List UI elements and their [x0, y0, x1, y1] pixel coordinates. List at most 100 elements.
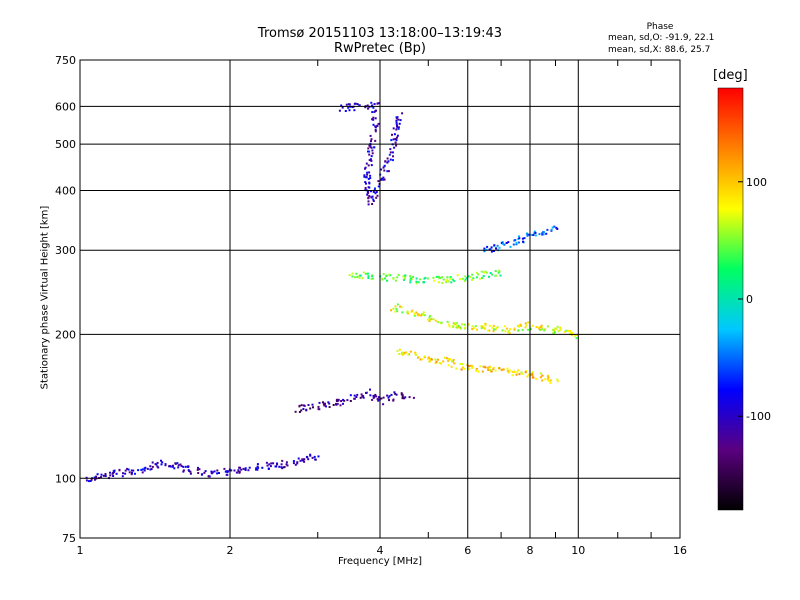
data-point: [280, 463, 283, 466]
data-point: [430, 318, 433, 321]
data-point: [343, 399, 346, 402]
data-point: [172, 464, 174, 467]
data-point: [367, 200, 370, 203]
data-point: [464, 275, 467, 278]
data-point: [372, 200, 375, 202]
data-point: [539, 376, 542, 379]
data-point: [387, 160, 390, 163]
data-point: [386, 279, 389, 282]
data-points: [85, 101, 578, 483]
data-point: [382, 403, 385, 406]
data-point: [385, 275, 388, 278]
data-point: [368, 150, 371, 153]
data-point: [407, 353, 410, 356]
data-point: [496, 244, 499, 247]
data-point: [342, 402, 344, 405]
data-point: [367, 203, 370, 206]
data-point: [407, 312, 410, 315]
data-point: [455, 324, 458, 327]
data-point: [255, 468, 257, 471]
data-point: [484, 366, 487, 369]
data-point: [567, 330, 570, 333]
data-point: [548, 380, 550, 382]
data-point: [128, 471, 131, 474]
data-point: [484, 270, 487, 273]
data-point: [504, 330, 507, 333]
data-point: [376, 194, 379, 197]
data-point: [298, 404, 301, 407]
data-point: [371, 152, 374, 155]
data-point: [428, 319, 431, 322]
data-point: [302, 458, 305, 461]
data-point: [216, 472, 219, 475]
data-point: [531, 374, 534, 377]
data-point: [422, 311, 425, 314]
data-point: [370, 196, 373, 199]
data-point: [442, 360, 445, 363]
data-point: [534, 234, 537, 237]
data-point: [361, 395, 364, 398]
data-point: [317, 455, 320, 458]
data-point: [325, 405, 327, 408]
data-point: [323, 404, 326, 407]
data-point: [374, 139, 377, 142]
data-point: [449, 358, 452, 361]
data-point: [544, 378, 547, 381]
data-point: [151, 465, 154, 468]
data-point: [518, 324, 520, 327]
data-point: [398, 348, 401, 351]
data-point: [377, 185, 380, 188]
data-point: [374, 192, 377, 195]
data-point: [532, 234, 535, 236]
data-point: [367, 147, 370, 150]
data-point: [311, 456, 314, 459]
data-point: [401, 112, 404, 115]
data-point: [459, 363, 462, 365]
data-point: [428, 360, 431, 363]
data-point: [428, 316, 431, 319]
data-point: [484, 322, 487, 325]
data-point: [530, 233, 533, 236]
data-point: [267, 468, 270, 470]
data-point: [302, 408, 305, 410]
data-point: [168, 465, 171, 468]
data-point: [406, 310, 409, 313]
data-point: [257, 466, 260, 469]
data-point: [109, 474, 112, 477]
data-point: [388, 153, 391, 156]
data-point: [409, 281, 412, 284]
data-point: [141, 468, 144, 471]
y-tick-label: 200: [55, 328, 76, 341]
data-point: [549, 381, 552, 384]
data-point: [524, 326, 527, 329]
data-point: [369, 158, 372, 161]
data-point: [198, 468, 201, 471]
data-point: [451, 278, 454, 281]
data-point: [395, 393, 398, 396]
data-point: [146, 467, 149, 470]
data-point: [369, 144, 372, 147]
data-point: [292, 462, 295, 465]
data-point: [490, 370, 493, 373]
data-point: [303, 460, 306, 463]
data-point: [473, 327, 476, 330]
data-point: [341, 106, 344, 109]
data-point: [298, 411, 301, 413]
data-point: [517, 329, 520, 332]
data-point: [488, 248, 491, 251]
data-point: [553, 331, 556, 334]
data-point: [544, 328, 547, 331]
phase-label: Phase: [646, 22, 674, 32]
data-point: [218, 472, 220, 474]
data-point: [437, 275, 440, 278]
data-point: [312, 406, 314, 409]
data-point: [354, 276, 356, 279]
data-point: [364, 188, 367, 191]
data-point: [456, 274, 459, 277]
data-point: [365, 176, 368, 179]
data-point: [247, 469, 250, 472]
data-point: [413, 312, 416, 315]
data-point: [327, 401, 330, 404]
data-point: [539, 372, 542, 375]
data-point: [307, 404, 310, 406]
